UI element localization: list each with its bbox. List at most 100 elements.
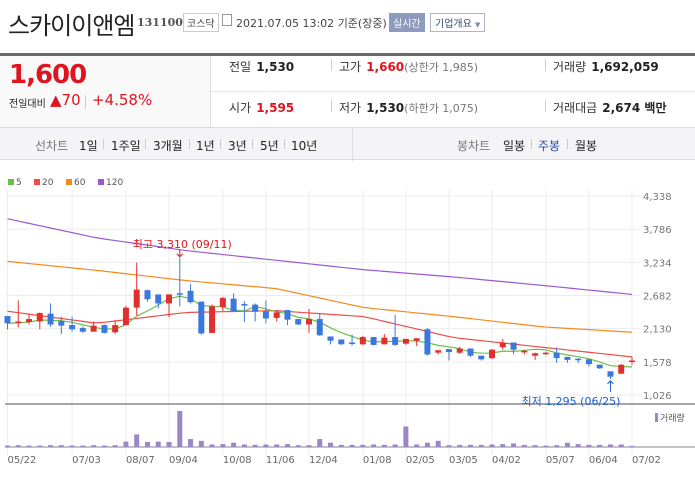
candle-body <box>629 360 635 363</box>
volume-bar <box>446 445 452 447</box>
x-tick-label: 10/08 <box>223 455 252 466</box>
tab-daily[interactable]: 일봉 <box>503 139 526 153</box>
high-price: 고가 1,660(상한가 1,985) <box>339 56 478 75</box>
low-annotation: 최저 1,295 (06/25) <box>521 395 620 408</box>
candle-body <box>15 321 22 323</box>
candle-body <box>273 312 280 318</box>
x-tick-label: 06/04 <box>589 455 618 466</box>
volume-bar <box>618 444 624 447</box>
y-tick-label: 1,026 <box>643 391 672 402</box>
candle-body <box>122 307 129 326</box>
label: 시가 <box>229 101 252 115</box>
volume-bar <box>209 444 215 447</box>
candle-body <box>349 342 356 344</box>
candle-body <box>209 306 216 333</box>
volume-bar <box>478 444 484 447</box>
volume: 거래량 1,692,059 <box>553 56 659 75</box>
candle-body <box>166 294 173 304</box>
candle-body <box>36 313 43 322</box>
x-tick-label: 01/08 <box>363 455 392 466</box>
low-price: 저가 1,530(하한가 1,075) <box>339 97 478 116</box>
tab-5y[interactable]: 5년 <box>260 139 279 153</box>
volume-bar <box>295 445 301 447</box>
open-price: 시가 1,595 <box>229 97 294 116</box>
candle-body <box>413 338 420 341</box>
tab-weekly[interactable]: 주봉 <box>538 139 561 153</box>
x-tick-label: 07/03 <box>72 455 101 466</box>
volume-bar <box>597 444 603 447</box>
volume-bar <box>166 441 172 447</box>
volume-bar <box>220 444 226 447</box>
x-tick-label: 07/02 <box>632 455 661 466</box>
line-chart-label: 선차트 <box>35 139 69 153</box>
tab-3m[interactable]: 3개월 <box>153 139 183 153</box>
candle-body <box>553 352 560 359</box>
volume-bar <box>414 444 420 447</box>
volume-bar <box>457 444 463 447</box>
candle-body <box>101 325 108 333</box>
candle-body <box>392 337 399 345</box>
volume-bar <box>403 426 409 447</box>
volume-bar <box>586 444 592 447</box>
candle-body <box>26 319 33 323</box>
volume-bar <box>532 445 538 447</box>
chart-tabs: 선차트 1일 1주일 3개월 1년 3년 5년 10년 봉차트 일봉 주봉 월봉 <box>0 127 695 161</box>
tab-10y[interactable]: 10년 <box>291 139 318 153</box>
candle-body <box>4 316 11 324</box>
candle-body <box>230 298 237 312</box>
value: 1,595 <box>256 101 295 115</box>
tab-3y[interactable]: 3년 <box>228 139 247 153</box>
volume-bar <box>392 444 398 447</box>
document-icon <box>222 14 232 26</box>
x-tick-label: 09/04 <box>169 455 198 466</box>
volume-bar <box>69 445 75 447</box>
volume-bar <box>521 444 527 447</box>
x-tick-label: 04/02 <box>492 455 521 466</box>
candle-body <box>607 371 614 377</box>
volume-bar <box>241 444 247 447</box>
candle-body <box>370 337 377 345</box>
divider <box>0 53 695 56</box>
volume-bar <box>177 411 183 447</box>
label: 전일 <box>229 60 252 74</box>
volume-bar <box>5 445 10 447</box>
ma60-line <box>7 260 633 333</box>
legend-label: 120 <box>106 178 123 188</box>
y-tick-label: 2,130 <box>643 325 672 336</box>
candle-body <box>596 364 603 369</box>
volume-bar <box>381 444 387 447</box>
y-tick-label: 1,578 <box>643 358 672 369</box>
tab-monthly[interactable]: 월봉 <box>575 139 598 153</box>
volume-bar <box>328 442 334 447</box>
quote-date: 2021.07.05 13:02 <box>236 17 335 30</box>
x-tick-label: 12/04 <box>309 455 338 466</box>
trade-amount: 거래대금 2,674 백만 <box>553 97 666 116</box>
tab-1d[interactable]: 1일 <box>79 139 98 153</box>
candle-chart-label: 봉차트 <box>457 139 491 153</box>
price-box <box>0 56 211 128</box>
candle-body <box>585 359 592 365</box>
realtime-button[interactable]: 실시간 <box>389 13 425 32</box>
tab-1w[interactable]: 1주일 <box>111 139 141 153</box>
candle-body <box>284 310 291 320</box>
candle-body <box>252 304 259 312</box>
volume-bar <box>554 445 560 447</box>
candle-body <box>144 290 151 300</box>
volume-bar <box>263 444 269 447</box>
lower-limit: (하한가 1,075) <box>404 102 479 115</box>
candle-body <box>133 289 140 308</box>
candle-body <box>79 328 86 332</box>
volume-bar <box>144 441 150 447</box>
candle-body <box>219 298 226 308</box>
y-tick-label: 4,338 <box>643 192 672 203</box>
label: 저가 <box>339 101 362 115</box>
legend-swatch <box>98 179 104 185</box>
value: 1,530 <box>256 60 295 74</box>
x-tick-label: 11/06 <box>266 455 295 466</box>
volume-bar <box>489 444 495 447</box>
tab-1y[interactable]: 1년 <box>196 139 215 153</box>
corp-info-dropdown[interactable]: 기업개요 ▼ <box>430 13 486 32</box>
value: 1,660 <box>366 60 405 74</box>
candle-body <box>510 342 517 350</box>
candle-body <box>47 313 54 325</box>
